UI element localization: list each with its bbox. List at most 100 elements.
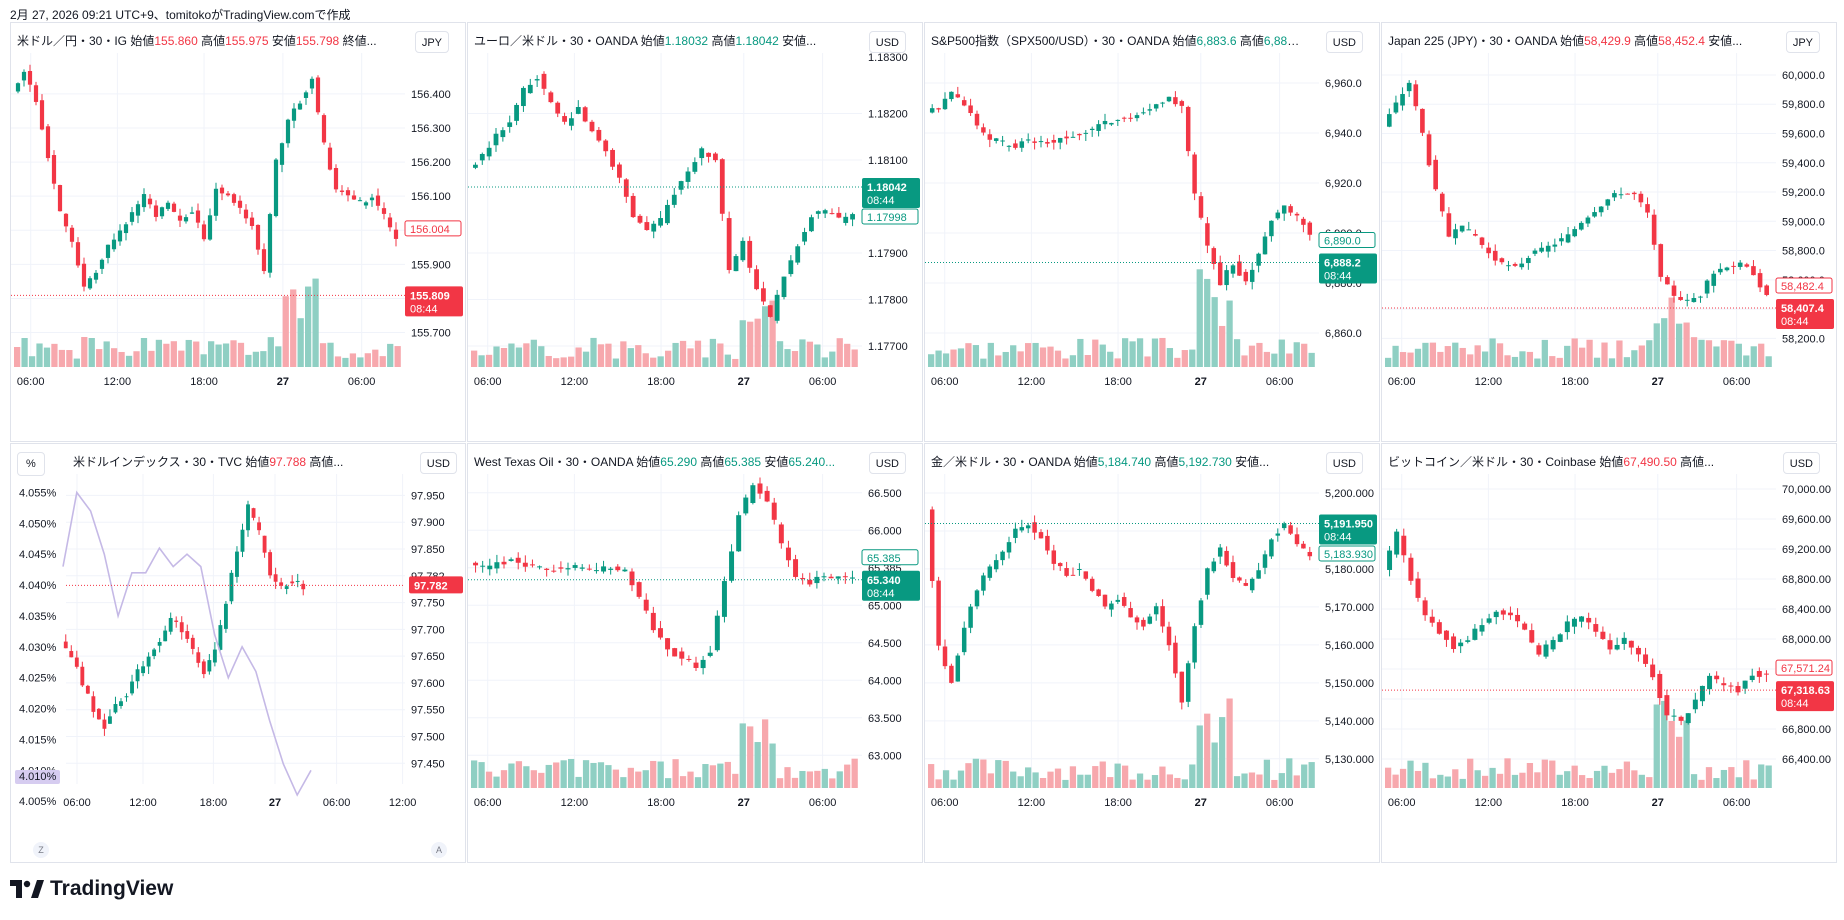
candle-body — [1704, 280, 1710, 294]
chart-panel-2[interactable]: 1.17700 1.17800 1.17900 1.18100 1.18200 1.183… — [467, 22, 923, 442]
chart-panel-3[interactable]: 6,860.06,880.06,900.06,920.06,940.06,960… — [924, 22, 1380, 442]
volume-bar — [1728, 767, 1735, 788]
chart-panel-4[interactable]: 58,200.058,400.058,600.058,800.059,000.0… — [1381, 22, 1837, 442]
candle-body — [1671, 715, 1677, 717]
currency-button[interactable]: JPY — [1785, 31, 1820, 53]
legend-high-label: 高値... — [1680, 455, 1715, 469]
chart-svg[interactable]: 6,860.06,880.06,900.06,920.06,940.06,960… — [925, 23, 1380, 442]
legend-close-label: 終値... — [342, 34, 377, 48]
volume-bar — [1219, 325, 1226, 367]
volume-bar — [657, 356, 664, 367]
candle-body — [1256, 253, 1261, 266]
y-tick-label: 1.18200 — [868, 108, 908, 120]
candle-body — [1473, 234, 1478, 236]
chart-legend[interactable]: West Texas Oil・30・OANDA 始値65.290 高値65.38… — [474, 453, 835, 470]
candle-body — [1275, 212, 1281, 219]
volume-bar — [1534, 358, 1541, 367]
candle-body — [51, 155, 57, 184]
volume-bar — [140, 337, 148, 367]
chart-svg[interactable]: 5,130.000 5,140.000 5,150.000 5,160.000 5,17… — [925, 444, 1380, 863]
chart-svg[interactable]: 1.17700 1.17800 1.17900 1.18100 1.18200 1.183… — [468, 23, 923, 442]
currency-button[interactable]: JPY — [414, 31, 449, 53]
y-tick-label: 5,200.000 — [1325, 488, 1374, 500]
chart-svg[interactable]: 155.700 155.809 155.900 156.004 156.100 156.2… — [11, 23, 466, 442]
candle-body — [1128, 608, 1133, 618]
chart-legend[interactable]: 米ドルインデックス・30・TVC 始値97.788 高値... — [73, 453, 343, 470]
candle-body — [1256, 570, 1261, 579]
candle-body — [1545, 245, 1551, 252]
volume-bar — [1586, 339, 1593, 367]
candle-body — [551, 570, 557, 572]
last-price-value: 1.18042 — [867, 182, 907, 194]
volume-bar — [1271, 779, 1278, 788]
chart-svg[interactable]: 97.450 97.500 97.550 97.600 97.650 97.700 97.7… — [11, 444, 466, 863]
volume-bar — [1422, 342, 1429, 367]
volume-bar — [1077, 774, 1084, 788]
candle-body — [1230, 562, 1236, 578]
chart-panel-7[interactable]: 5,130.000 5,140.000 5,150.000 5,160.000 5,17… — [924, 443, 1380, 863]
chart-panel-5[interactable]: 97.450 97.500 97.550 97.600 97.650 97.700 97.7… — [10, 443, 466, 863]
currency-button[interactable]: USD — [868, 31, 906, 53]
candle-body — [1134, 617, 1140, 623]
currency-button[interactable]: USD — [868, 452, 906, 474]
volume-bar — [1211, 742, 1218, 788]
chart-svg[interactable]: 63.000 63.500 64.000 64.500 65.000 65.385 66.0… — [468, 444, 923, 863]
candle-body — [1051, 139, 1057, 143]
currency-button[interactable]: USD — [1325, 452, 1363, 474]
candle-body — [601, 566, 607, 572]
currency-button[interactable]: USD — [1325, 31, 1363, 53]
volume-bar — [709, 765, 717, 788]
volume-bar — [1414, 348, 1422, 367]
candle-body — [685, 171, 691, 182]
volume-bar — [1519, 772, 1526, 788]
candle-body — [800, 577, 806, 579]
chart-legend[interactable]: ユーロ／米ドル・30・OANDA 始値1.18032 高値1.18042 安値.… — [474, 32, 816, 49]
volume-bar — [702, 357, 709, 367]
candle-body — [693, 662, 699, 668]
chart-panel-6[interactable]: 63.000 63.500 64.000 64.500 65.000 65.385 66.0… — [467, 443, 923, 863]
tradingview-logo[interactable]: TradingView — [10, 876, 173, 902]
candle-body — [1671, 285, 1677, 296]
chart-legend[interactable]: S&P500指数（SPX500/USD）・30・OANDA 始値6,883.6 … — [931, 32, 1301, 49]
percent-scale-button[interactable]: % — [17, 452, 45, 476]
chart-panel-1[interactable]: 155.700 155.809 155.900 156.004 156.100 156.2… — [10, 22, 466, 442]
candle-body — [1479, 625, 1485, 632]
last-price-value: 65.340 — [867, 575, 901, 587]
candle-body — [1109, 603, 1114, 610]
chart-legend[interactable]: ビットコイン／米ドル・30・Coinbase 始値67,490.50 高値... — [1388, 453, 1714, 470]
candle-body — [589, 121, 595, 132]
candle-body — [679, 651, 685, 659]
x-tick-label: 06:00 — [348, 376, 376, 388]
chart-legend[interactable]: 米ドル／円・30・IG 始値155.860 高値155.975 安値155.79… — [17, 32, 377, 49]
auto-scale-button[interactable]: A — [431, 842, 447, 858]
candle-body — [1237, 577, 1242, 581]
volume-bar — [379, 356, 386, 367]
volume-bar — [1032, 342, 1039, 367]
chart-legend[interactable]: Japan 225 (JPY)・30・OANDA 始値58,429.9 高値58… — [1388, 32, 1742, 49]
chart-panel-8[interactable]: 66,400.0066,800.0067,200.0067,600.0068,0… — [1381, 443, 1837, 863]
volume-bar — [1735, 777, 1742, 788]
chart-svg[interactable]: 58,200.058,400.058,600.058,800.059,000.0… — [1382, 23, 1837, 442]
candle-body — [1621, 637, 1627, 644]
candle-body — [936, 580, 941, 646]
volume-bar — [1653, 704, 1660, 788]
volume-bar — [471, 350, 478, 367]
volume-bar — [597, 344, 605, 367]
volume-bar — [844, 764, 851, 788]
volume-bar — [1623, 357, 1631, 367]
candle-body — [719, 159, 725, 214]
candle-body — [617, 164, 622, 178]
volume-bar — [806, 341, 814, 367]
currency-button[interactable]: USD — [1782, 452, 1820, 474]
y-tick-label: 5,180.000 — [1325, 564, 1374, 576]
candle-body — [529, 564, 535, 566]
chart-legend[interactable]: 金／米ドル・30・OANDA 始値5,184.740 高値5,192.730 安… — [931, 453, 1269, 470]
x-tick-label: 18:00 — [647, 376, 675, 388]
zoom-button[interactable]: Z — [33, 842, 49, 858]
volume-bar — [620, 341, 627, 367]
chart-svg[interactable]: 66,400.0066,800.0067,200.0067,600.0068,0… — [1382, 444, 1837, 863]
volume-bar — [1452, 342, 1459, 367]
currency-button[interactable]: USD — [419, 452, 457, 474]
candle-body — [623, 179, 629, 197]
candle-body — [1179, 671, 1185, 703]
